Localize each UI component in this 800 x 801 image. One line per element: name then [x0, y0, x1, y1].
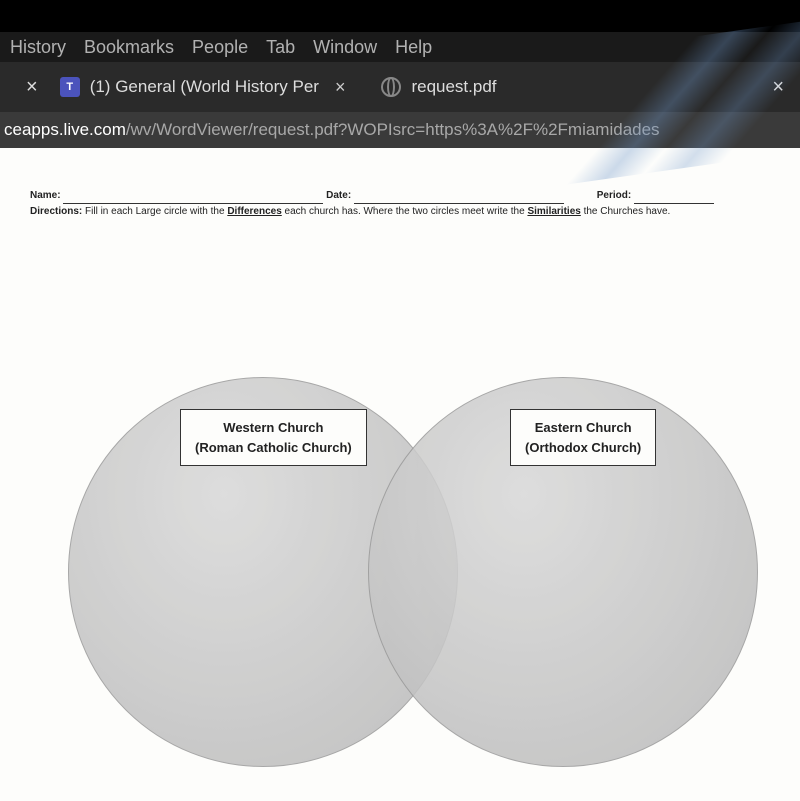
tab-close-right-icon[interactable]: × — [772, 76, 784, 99]
url-bar[interactable]: ceapps.live.com/wv/WordViewer/request.pd… — [0, 112, 800, 148]
venn-right-label: Eastern Church (Orthodox Church) — [510, 409, 656, 466]
close-icon[interactable]: × — [12, 76, 52, 99]
menu-people[interactable]: People — [192, 37, 248, 58]
document-viewport: Name: Date: Period: Directions: Fill in … — [0, 148, 800, 801]
left-subtitle: (Roman Catholic Church) — [195, 438, 352, 458]
directions-similarities: Similarities — [527, 206, 580, 217]
menu-window[interactable]: Window — [313, 37, 377, 58]
venn-left-label: Western Church (Roman Catholic Church) — [180, 409, 367, 466]
teams-icon: T — [60, 77, 80, 97]
worksheet-header: Name: Date: Period: — [30, 188, 770, 204]
venn-diagram: Western Church (Roman Catholic Church) E… — [30, 337, 770, 801]
menu-bookmarks[interactable]: Bookmarks — [84, 37, 174, 58]
menu-help[interactable]: Help — [395, 37, 432, 58]
menu-bar: History Bookmarks People Tab Window Help — [0, 32, 800, 62]
date-field-line[interactable] — [354, 194, 564, 204]
right-title: Eastern Church — [525, 418, 641, 438]
directions-label: Directions: — [30, 206, 82, 217]
directions-part1: Fill in each Large circle with the — [82, 206, 227, 217]
tab-close-icon[interactable]: × — [329, 77, 346, 98]
name-label: Name: — [30, 190, 61, 201]
date-label: Date: — [326, 190, 351, 201]
tab-title-1: (1) General (World History Per — [90, 77, 319, 97]
menu-tab[interactable]: Tab — [266, 37, 295, 58]
left-title: Western Church — [195, 418, 352, 438]
tab-bar: × T (1) General (World History Per × req… — [0, 62, 800, 112]
directions-line: Directions: Fill in each Large circle wi… — [30, 206, 770, 217]
globe-icon — [381, 77, 401, 97]
period-label: Period: — [597, 190, 631, 201]
directions-differences: Differences — [227, 206, 281, 217]
tab-title-2: request.pdf — [411, 77, 496, 97]
directions-part3: the Churches have. — [581, 206, 671, 217]
directions-part2: each church has. Where the two circles m… — [282, 206, 528, 217]
tab-request-pdf[interactable]: request.pdf — [373, 69, 504, 105]
letterbox-top — [0, 0, 800, 32]
period-field-line[interactable] — [634, 194, 714, 204]
right-subtitle: (Orthodox Church) — [525, 438, 641, 458]
tab-general[interactable]: T (1) General (World History Per × — [52, 69, 354, 105]
url-path: /wv/WordViewer/request.pdf?WOPIsrc=https… — [126, 120, 660, 140]
url-host: ceapps.live.com — [4, 120, 126, 140]
menu-history[interactable]: History — [10, 37, 66, 58]
name-field-line[interactable] — [63, 194, 323, 204]
